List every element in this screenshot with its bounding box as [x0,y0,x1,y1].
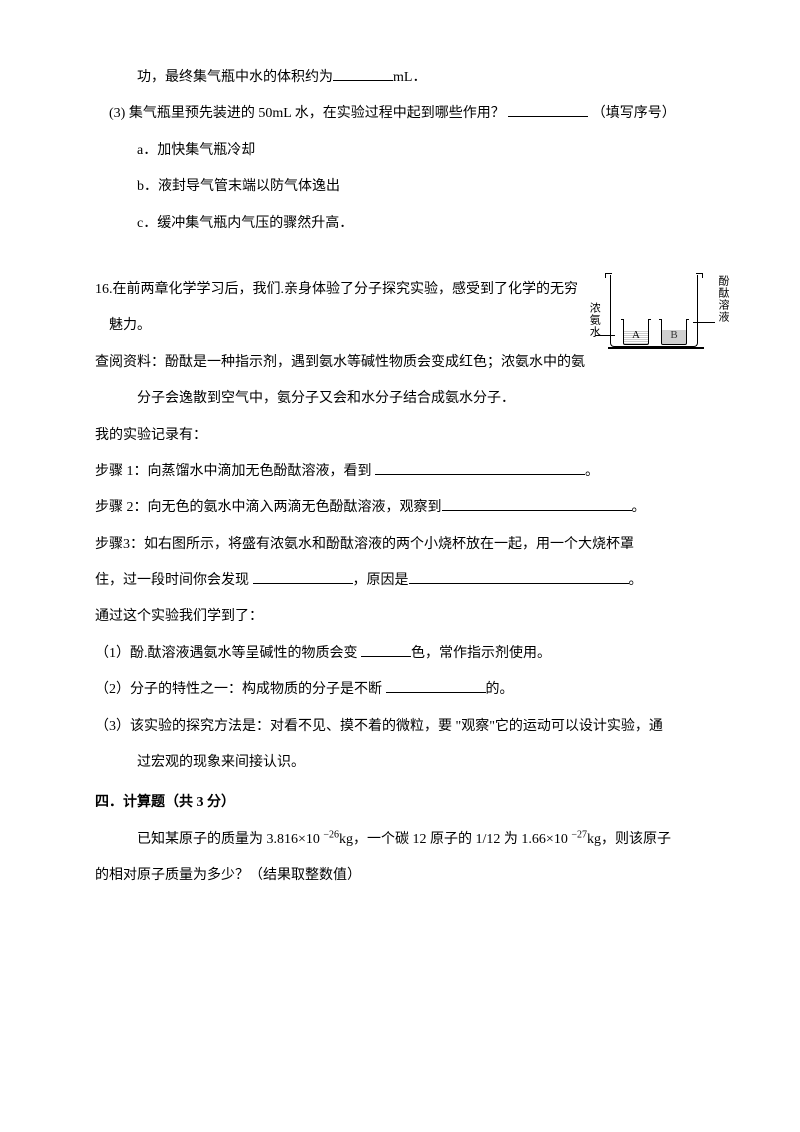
large-beaker-icon: A B [610,275,698,347]
blank-step1[interactable] [375,461,585,475]
calc-b1a: 已知某原子的质量为 3.816×10 [137,832,323,847]
q16-step3a: 步骤3：如右图所示，将盛有浓氨水和酚酞溶液的两个小烧杯放在一起，用一个大烧杯罩 [95,527,725,563]
period3: 。 [629,573,643,588]
blank-l1[interactable] [361,643,411,657]
calc-b1b: kg，一个碳 12 原子的 1/12 为 1.66×10 [339,832,571,847]
l2a: （2）分子的特性之一：构成物质的分子是不断 [95,682,386,697]
period1: 。 [585,464,599,479]
q15-p3-intro: (3) 集气瓶里预先装进的 50mL 水，在实验过程中起到哪些作用？ [109,106,505,121]
q16-record: 我的实验记录有： [95,418,725,454]
q16-l1: （1）酚.酞溶液遇氨水等呈碱性的物质会变 色，常作指示剂使用。 [95,636,725,672]
q15-cont-text: 功，最终集气瓶中水的体积约为 [137,70,333,85]
blank-options[interactable] [508,103,588,117]
q16-learn: 通过这个实验我们学到了： [95,599,725,635]
diagram-label-left: 浓氨水 [587,302,601,338]
calc-body1: 已知某原子的质量为 3.816×10 −26kg，一个碳 12 原子的 1/12… [95,822,725,858]
blank-step3-2[interactable] [409,570,629,584]
q15-part3: (3) 集气瓶里预先装进的 50mL 水，在实验过程中起到哪些作用？ （填写序号… [95,96,725,132]
q16-l3b: 过宏观的现象来间接认识。 [95,745,725,781]
calc-body2: 的相对原子质量为多少？（结果取整数值） [95,858,725,894]
q16-l3a: （3）该实验的探究方法是：对看不见、摸不着的微粒，要 "观察"它的运动可以设计实… [95,709,725,745]
experiment-diagram: 浓氨水 酚酞溶液 A B [605,267,725,387]
table-surface-icon [608,347,704,349]
q16-num: 16. [95,282,113,297]
diagram-label-right: 酚酞溶液 [716,275,730,323]
q15-opt-b: b．液封导气管末端以防气体逸出 [95,169,725,205]
q15-opt-a: a．加快集气瓶冷却 [95,133,725,169]
l2b: 的。 [486,682,514,697]
calc-b1c: kg，则该原子 [587,832,671,847]
q15-opt-c: c．缓冲集气瓶内气压的骤然升高． [95,206,725,242]
blank-volume[interactable] [333,67,393,81]
blank-step2[interactable] [442,497,632,511]
q16-intro1: 在前两章化学学习后，我们.亲身体验了分子探究实验，感受到了化学的无穷 [113,282,579,297]
l1b: 色，常作指示剂使用。 [411,646,551,661]
period2: 。 [632,500,646,515]
q16-step1: 步骤 1：向蒸馏水中滴加无色酚酞溶液，看到 。 [95,454,725,490]
exp1: −26 [323,829,339,840]
step1-text: 步骤 1：向蒸馏水中滴加无色酚酞溶液，看到 [95,464,375,479]
q16-l2: （2）分子的特性之一：构成物质的分子是不断 的。 [95,672,725,708]
lead-line-left-icon [595,335,615,336]
step3c-text: ，原因是 [353,573,409,588]
q16-step2: 步骤 2：向无色的氨水中滴入两滴无色酚酞溶液，观察到 。 [95,490,725,526]
section4-heading: 四．计算题（共 3 分） [95,785,725,821]
blank-step3-1[interactable] [253,570,353,584]
q16-step3b: 住，过一段时间你会发现 ，原因是 。 [95,563,725,599]
lead-line-right-icon [693,322,715,323]
small-beaker-a-icon: A [623,319,649,345]
q15-continuation: 功，最终集气瓶中水的体积约为 mL． [95,60,725,96]
q15-unit: mL． [393,70,426,85]
step2-text: 步骤 2：向无色的氨水中滴入两滴无色酚酞溶液，观察到 [95,500,442,515]
l1a: （1）酚.酞溶液遇氨水等呈碱性的物质会变 [95,646,361,661]
blank-l2[interactable] [386,679,486,693]
small-beaker-b-icon: B [661,319,687,345]
q15-p3-hint: （填写序号） [592,106,676,121]
step3b-text: 住，过一段时间你会发现 [95,573,253,588]
exp2: −27 [571,829,587,840]
